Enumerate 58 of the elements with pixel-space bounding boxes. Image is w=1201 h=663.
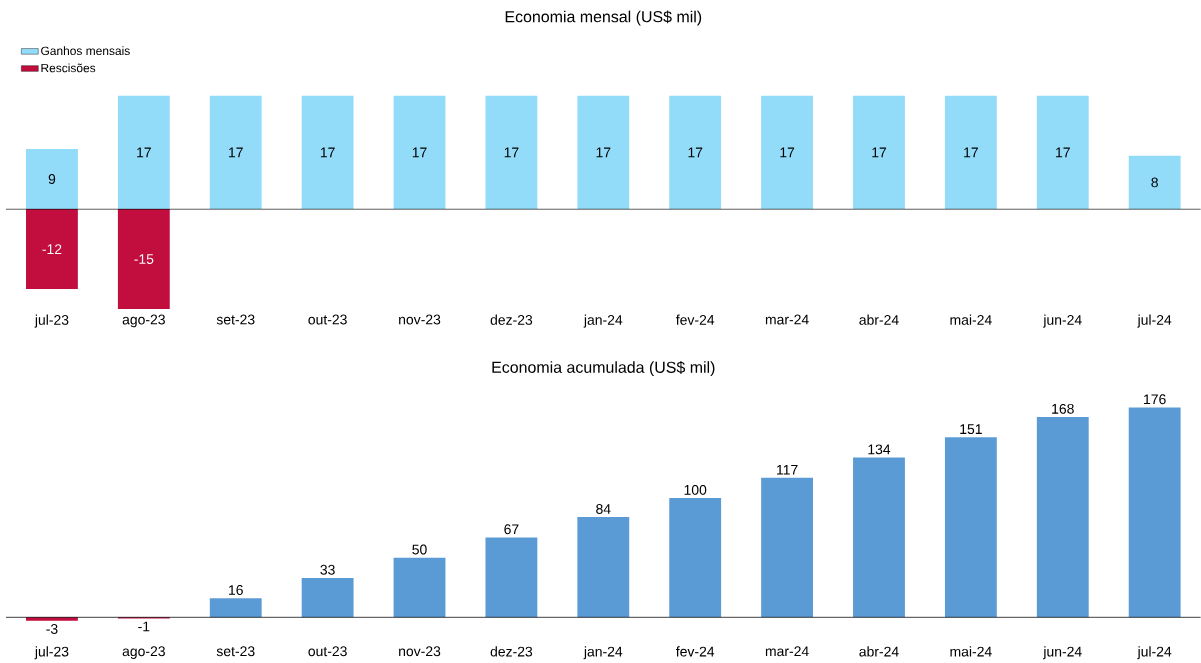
- data-label: 17: [1056, 147, 1070, 158]
- x-tick-label: ago-23: [122, 314, 165, 328]
- data-label: 134: [868, 444, 891, 455]
- x-tick-label: mai-24: [950, 646, 992, 657]
- x-tick-label: dez-23: [490, 646, 533, 657]
- data-label: 17: [504, 147, 519, 158]
- x-tick-label: nov-23: [399, 314, 441, 325]
- data-label: -12: [42, 244, 62, 254]
- x-tick-label: jul-23: [34, 314, 69, 328]
- data-label: 50: [412, 544, 427, 555]
- x-tick-label: abr-24: [859, 314, 899, 325]
- x-tick-label: fev-24: [676, 646, 715, 657]
- data-label: 33: [320, 564, 335, 575]
- data-label: 17: [688, 147, 703, 158]
- chart-title: Economia acumulada (US$ mil): [492, 360, 715, 377]
- x-tick-label: jul-24: [1137, 314, 1172, 328]
- data-label: 117: [777, 464, 798, 475]
- data-label: 17: [872, 147, 887, 158]
- data-label: 17: [964, 147, 978, 158]
- data-label: 8: [1151, 177, 1158, 188]
- x-tick-label: mar-24: [765, 646, 809, 657]
- x-tick-label: jun-24: [1043, 314, 1082, 328]
- x-tick-label: jan-24: [583, 646, 623, 660]
- data-label: 9: [48, 174, 56, 184]
- x-tick-label: fev-24: [676, 314, 715, 325]
- x-tick-label: ago-23: [122, 646, 165, 659]
- data-label: 176: [1144, 394, 1166, 405]
- x-tick-label: dez-23: [490, 314, 533, 325]
- x-tick-label: nov-23: [399, 646, 441, 657]
- chart-title: Economia mensal (US$ mil): [505, 10, 702, 26]
- data-label: 17: [137, 147, 151, 158]
- x-tick-label: jul-24: [1137, 646, 1172, 660]
- data-label: 168: [1052, 403, 1074, 414]
- data-label: 100: [684, 484, 707, 495]
- x-tick-label: jan-24: [583, 314, 623, 328]
- x-tick-label: set-23: [216, 314, 255, 325]
- data-label: 67: [504, 524, 519, 535]
- x-tick-label: out-23: [308, 646, 347, 657]
- x-tick-label: mar-24: [765, 314, 809, 325]
- legend-label: Rescisões: [41, 63, 96, 73]
- data-label: -1: [138, 621, 150, 632]
- data-label: 17: [412, 147, 427, 158]
- data-label: 151: [960, 424, 982, 434]
- data-label: -3: [46, 623, 58, 634]
- data-label: 17: [229, 147, 243, 158]
- legend-label: Ganhos mensais: [41, 46, 130, 56]
- x-tick-label: set-23: [216, 646, 255, 657]
- data-label: 17: [780, 147, 795, 158]
- x-tick-label: abr-24: [859, 646, 899, 657]
- x-tick-label: out-23: [308, 314, 347, 325]
- data-label: 17: [320, 147, 335, 158]
- data-label: 84: [596, 503, 611, 514]
- data-label: 16: [229, 585, 243, 595]
- x-tick-label: jul-23: [34, 646, 69, 660]
- x-tick-label: mai-24: [950, 314, 992, 325]
- data-label: 17: [596, 147, 611, 158]
- x-tick-label: jun-24: [1043, 646, 1082, 660]
- data-label: -15: [134, 254, 154, 264]
